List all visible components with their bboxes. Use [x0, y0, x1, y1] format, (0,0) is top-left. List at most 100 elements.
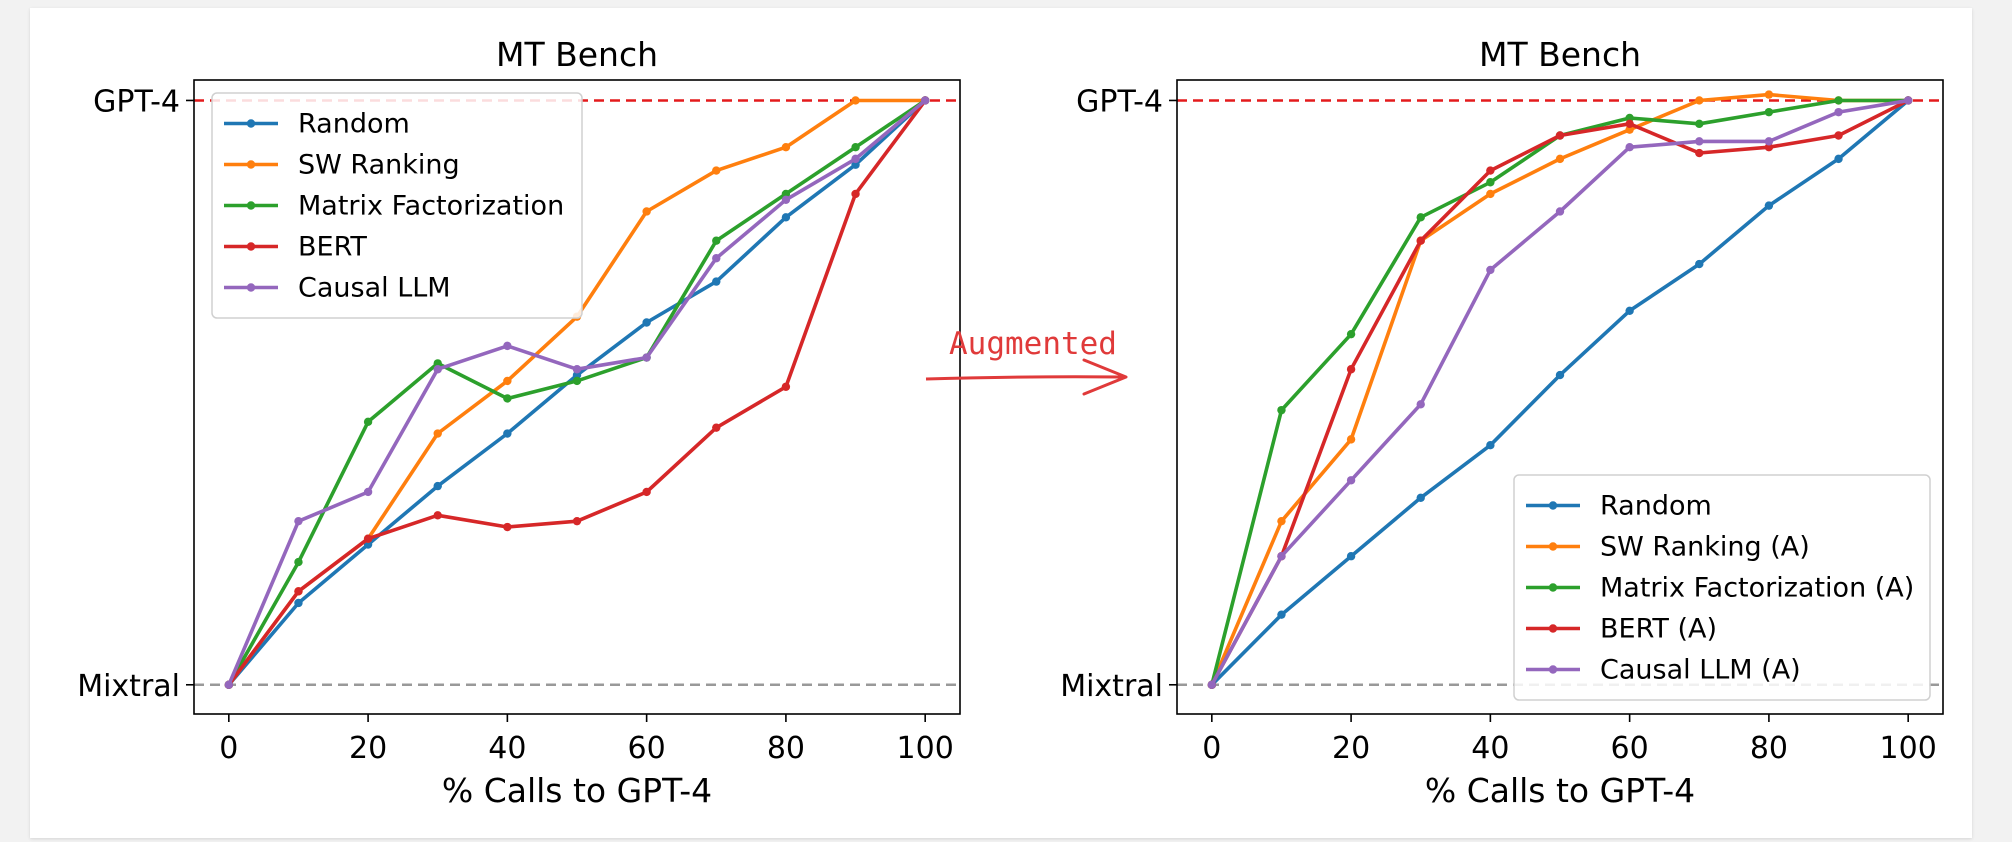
- chart2-data-point: [1486, 441, 1495, 450]
- chart1-data-point: [712, 166, 721, 175]
- plot-mt-bench-baseline: 0 20 40 60 80 100 Mixtral GPT-4 MT Bench % Calls …: [77, 35, 961, 810]
- chart2-legend: Random SW Ranking (A) Matrix Factorization…: [1513, 474, 1931, 701]
- chart2-legend-marker: [1548, 501, 1558, 510]
- chart1-legend-marker: [246, 119, 256, 128]
- chart1-data-point: [572, 365, 582, 374]
- chart1-data-point: [503, 376, 512, 386]
- chart2-data-point: [1346, 329, 1356, 339]
- chart1-data-point: [781, 213, 791, 222]
- chart2-y-tick-label: GPT-4: [1076, 84, 1163, 119]
- chart2-data-point: [1695, 259, 1704, 269]
- augmented-annotation: Augmented: [925, 326, 1128, 396]
- chart1-legend-frame: [211, 92, 583, 319]
- chart2-data-point: [1277, 610, 1286, 619]
- chart2-axes-frame: [1176, 79, 1944, 715]
- chart2-data-point: [1695, 137, 1704, 146]
- chart2-data-point: [1416, 493, 1425, 502]
- chart1-data-point: [572, 370, 582, 380]
- chart1-data-point: [363, 534, 373, 543]
- chart2-data-point: [1764, 142, 1774, 152]
- chart1-legend-item-causal-llm: Causal LLM: [224, 273, 451, 304]
- chart1-legend-item-matrix-factorization: Matrix Factorization: [224, 191, 564, 222]
- chart2-data-point: [1555, 131, 1565, 140]
- chart1-x-tick-label: 20: [349, 731, 387, 766]
- figure-card: 0 20 40 60 80 100 Mixtral GPT-4 MT Bench % Calls …: [30, 8, 1972, 838]
- chart2-data-point: [1834, 154, 1843, 164]
- chart2-legend-label: BERT (A): [1600, 614, 1717, 645]
- chart2-data-point: [1625, 125, 1634, 134]
- chart2-legend-marker: [1548, 583, 1558, 592]
- chart1-axes-frame: [193, 79, 961, 715]
- chart2-data-point: [1625, 113, 1634, 123]
- chart2-data-point: [1277, 516, 1286, 526]
- chart2-data-point: [1555, 154, 1565, 164]
- chart1-data-point: [503, 341, 512, 351]
- chart1-series-causal-llm: [224, 96, 930, 689]
- chart2-data-point: [1764, 107, 1774, 117]
- chart2-legend-marker: [1548, 542, 1558, 551]
- chart2-data-point: [1346, 552, 1356, 561]
- chart1-data-point: [851, 154, 860, 164]
- chart2-data-point: [1834, 131, 1843, 140]
- chart1-legend-marker: [246, 242, 256, 251]
- chart2-data-point: [1346, 435, 1356, 444]
- chart2-data-point: [1764, 137, 1774, 146]
- chart2-legend-marker: [1548, 624, 1558, 633]
- chart2-x-tick-label: 0: [1202, 731, 1221, 766]
- chart2-x-tick-label: 60: [1611, 731, 1649, 766]
- chart2-data-point: [1486, 189, 1495, 199]
- chart2-legend-frame: [1513, 474, 1931, 701]
- chart1-data-point: [433, 481, 442, 491]
- chart2-series-causal-llm-a: [1207, 96, 1913, 689]
- chart2-x-tick-label: 80: [1750, 731, 1788, 766]
- chart1-data-point: [433, 429, 442, 438]
- chart1-legend-marker: [246, 201, 256, 210]
- chart1-data-point: [781, 382, 791, 391]
- chart2-data-point: [1555, 207, 1565, 216]
- chart2-data-point: [1277, 552, 1286, 561]
- chart1-legend-label: Random: [298, 109, 410, 140]
- chart2-data-point: [1346, 365, 1356, 374]
- chart1-data-point: [642, 487, 651, 497]
- chart1-data-point: [642, 318, 651, 327]
- chart2-data-point: [1486, 265, 1495, 275]
- chart1-data-point: [433, 365, 442, 374]
- augmented-label: Augmented: [949, 326, 1117, 362]
- augmented-arrowhead-icon: [1082, 358, 1128, 396]
- chart1-series-random: [224, 96, 930, 689]
- chart1-data-point: [851, 189, 860, 199]
- chart1-x-tick-label: 80: [767, 731, 805, 766]
- chart1-data-point: [572, 516, 582, 526]
- chart1-title: MT Bench: [496, 35, 658, 74]
- chart1-data-point: [294, 557, 303, 567]
- chart2-data-point: [1486, 166, 1495, 175]
- chart1-data-point: [712, 423, 721, 432]
- chart1-data-point: [851, 142, 860, 152]
- chart2-x-tick-label: 20: [1332, 731, 1370, 766]
- chart1-data-point: [920, 96, 930, 105]
- chart2-legend-label: Causal LLM (A): [1600, 655, 1801, 686]
- chart2-x-tick-label: 40: [1471, 731, 1509, 766]
- plot-mt-bench-augmented: 0 20 40 60 80 100 Mixtral GPT-4 MT Bench % Calls …: [1060, 35, 1944, 810]
- chart1-data-point: [781, 195, 791, 204]
- chart1-legend-marker: [246, 160, 256, 169]
- chart2-data-point: [1764, 201, 1774, 210]
- chart2-data-point: [1695, 96, 1704, 105]
- chart1-data-point: [224, 680, 234, 689]
- chart1-y-tick-label: GPT-4: [93, 84, 180, 119]
- chart2-legend-item-matrix-factorization-a: Matrix Factorization (A): [1526, 573, 1914, 604]
- chart2-legend-label: Random: [1600, 491, 1712, 522]
- chart1-legend-label: BERT: [298, 232, 367, 263]
- chart1-x-tick-label: 100: [897, 731, 954, 766]
- chart1-data-point: [503, 522, 512, 532]
- chart2-data-point: [1625, 142, 1634, 152]
- chart1-data-point: [363, 487, 373, 497]
- chart2-data-point: [1695, 148, 1704, 158]
- chart1-legend-item-random: Random: [224, 109, 410, 140]
- chart1-data-point: [433, 511, 442, 520]
- chart1-data-point: [503, 429, 512, 438]
- chart1-legend-item-bert: BERT: [224, 232, 367, 263]
- chart1-data-point: [712, 277, 721, 286]
- chart2-legend-item-causal-llm-a: Causal LLM (A): [1526, 655, 1801, 686]
- chart2-data-point: [1625, 119, 1634, 129]
